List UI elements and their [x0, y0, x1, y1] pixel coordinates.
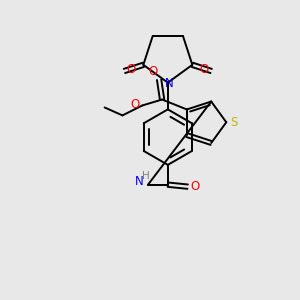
Text: O: O [200, 64, 209, 76]
Text: O: O [127, 64, 136, 76]
Text: O: O [148, 65, 158, 78]
Text: N: N [135, 175, 143, 188]
Text: H: H [142, 171, 150, 181]
Text: N: N [164, 77, 173, 90]
Text: S: S [230, 116, 238, 129]
Text: O: O [131, 98, 140, 111]
Text: O: O [190, 180, 199, 193]
